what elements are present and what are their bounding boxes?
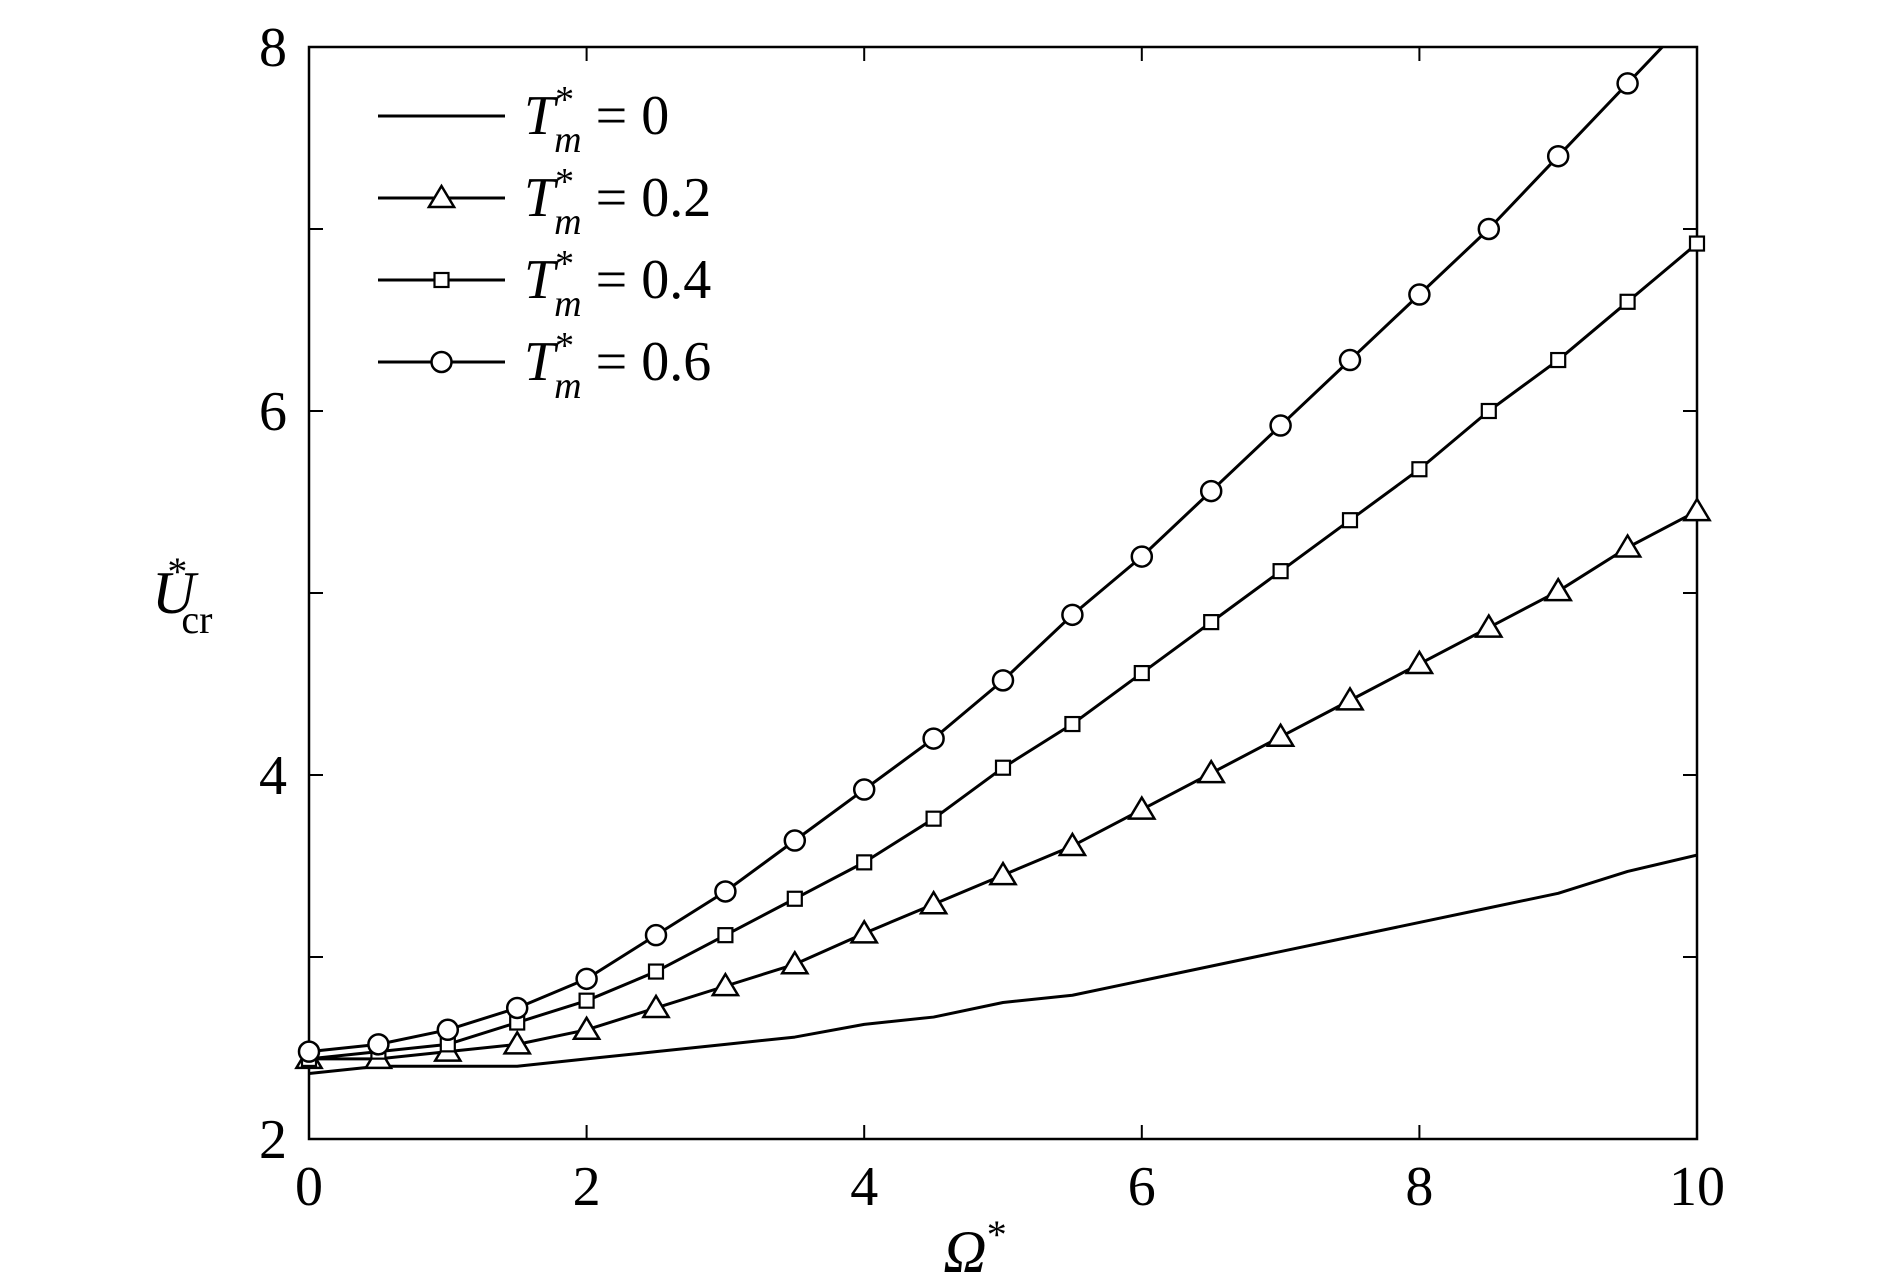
data-point-triangle (1126, 795, 1157, 820)
data-point-square (1619, 293, 1636, 310)
legend-label: T* m = 0 (524, 79, 669, 161)
data-point-circle (505, 996, 529, 1020)
data-point-circle (1477, 217, 1501, 241)
data-point-triangle (1543, 576, 1574, 602)
data-point-triangle (710, 971, 741, 997)
data-point-circle (1061, 603, 1084, 627)
data-point-triangle (571, 1015, 602, 1041)
data-point-triangle (1057, 831, 1088, 857)
data-point-circle (1546, 144, 1570, 168)
data-point-circle (1338, 348, 1362, 372)
data-point-square (925, 810, 942, 827)
markers-layer (294, 72, 1712, 1070)
data-point-circle (367, 1033, 390, 1056)
data-point-square (1133, 664, 1150, 682)
data-point-circle (575, 967, 598, 991)
legend-label: T* m = 0.2 (524, 161, 711, 243)
y-tick-label: 8 (259, 17, 287, 79)
x-tick-label: 10 (1669, 1156, 1725, 1218)
data-point-circle (852, 778, 876, 801)
data-point-circle (1199, 479, 1223, 503)
data-point-square (786, 890, 803, 907)
data-point-square (1688, 235, 1706, 252)
x-tick-label: 6 (1128, 1156, 1156, 1218)
series-line-t-m-0 (309, 853, 1697, 1075)
x-tick-label: 8 (1405, 1156, 1433, 1218)
data-point-square (647, 963, 665, 980)
data-point-circle (1408, 283, 1431, 306)
legend-marker-square (433, 271, 450, 289)
legend: T* m = 0T* m = 0.2T* m = 0.4T* m = 0.6 (378, 79, 711, 407)
legend-label: T* m = 0.4 (524, 243, 711, 325)
data-point-circle (436, 1018, 460, 1042)
data-point-triangle (779, 949, 810, 975)
data-point-triangle (641, 993, 671, 1019)
data-point-triangle (849, 918, 880, 944)
y-tick-label: 4 (259, 745, 287, 807)
data-point-triangle (1404, 649, 1435, 675)
legend-label: T* m = 0.6 (524, 325, 711, 407)
data-point-triangle (1473, 613, 1504, 638)
data-point-circle (1269, 414, 1292, 437)
data-point-triangle (1335, 685, 1365, 711)
data-point-square (578, 992, 595, 1009)
data-point-circle (714, 880, 737, 903)
legend-marker-triangle (426, 183, 457, 209)
legend-item: T* m = 0.6 (378, 325, 711, 407)
data-point-square (1550, 351, 1567, 369)
data-point-triangle (918, 889, 949, 915)
data-point-circle (1616, 72, 1639, 95)
data-point-square (1341, 512, 1359, 529)
legend-marker-circle (430, 350, 453, 374)
y-tick-label: 2 (259, 1109, 287, 1171)
data-point-square (856, 854, 873, 871)
data-point-square (1064, 715, 1081, 733)
legend-item: T* m = 0.2 (378, 161, 711, 243)
data-point-triangle (988, 860, 1018, 886)
data-point-circle (1130, 545, 1154, 568)
data-point-circle (922, 727, 945, 750)
data-point-square (1203, 614, 1220, 631)
data-point-circle (783, 829, 807, 852)
x-tick-label: 4 (850, 1156, 878, 1218)
data-point-triangle (502, 1029, 533, 1055)
axis-ticks (308, 46, 1698, 1140)
x-tick-label: 2 (573, 1156, 601, 1218)
legend-item: T* m = 0.4 (378, 243, 711, 325)
data-point-square (717, 927, 734, 944)
data-point-circle (644, 923, 668, 947)
data-point-square (1411, 461, 1428, 478)
data-point-triangle (1196, 758, 1227, 784)
data-point-square (1272, 563, 1289, 580)
data-point-circle (991, 669, 1015, 692)
legend-item: T* m = 0 (378, 79, 669, 161)
y-tick-label: 6 (259, 381, 287, 443)
data-point-triangle (1265, 722, 1296, 748)
data-point-circle (297, 1040, 321, 1063)
data-point-square (1480, 402, 1497, 420)
data-point-triangle (1682, 496, 1712, 522)
data-point-triangle (1612, 533, 1643, 558)
x-tick-label: 0 (295, 1156, 323, 1218)
data-point-square (994, 759, 1012, 776)
